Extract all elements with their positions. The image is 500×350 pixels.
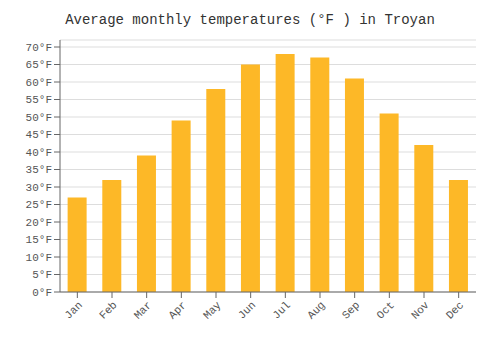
svg-text:Apr: Apr (166, 299, 188, 321)
svg-text:Feb: Feb (97, 299, 119, 321)
svg-text:20°F: 20°F (26, 217, 52, 229)
svg-text:Jun: Jun (236, 299, 258, 321)
svg-text:Dec: Dec (444, 299, 466, 321)
svg-text:Mar: Mar (132, 299, 154, 321)
svg-text:Oct: Oct (374, 299, 396, 321)
svg-text:70°F: 70°F (26, 42, 52, 54)
svg-text:65°F: 65°F (26, 59, 52, 71)
svg-text:55°F: 55°F (26, 94, 52, 106)
svg-text:25°F: 25°F (26, 199, 52, 211)
svg-text:15°F: 15°F (26, 234, 52, 246)
svg-text:Jan: Jan (62, 299, 84, 321)
svg-text:30°F: 30°F (26, 182, 52, 194)
svg-text:May: May (201, 299, 224, 322)
html-text:Average monthly temperatures (: Average monthly temperatures (°F ) in Tr… (65, 12, 435, 28)
svg-text:40°F: 40°F (26, 147, 52, 159)
svg-text:Aug: Aug (305, 299, 327, 321)
svg-text:Sep: Sep (340, 299, 362, 321)
svg-text:60°F: 60°F (26, 77, 52, 89)
svg-text:50°F: 50°F (26, 112, 52, 124)
svg-text:Nov: Nov (409, 299, 432, 322)
svg-text:Jul: Jul (270, 299, 292, 321)
svg-text:35°F: 35°F (26, 164, 52, 176)
svg-text:5°F: 5°F (32, 269, 52, 281)
svg-text:45°F: 45°F (26, 129, 52, 141)
svg-text:0°F: 0°F (32, 287, 52, 299)
svg-text:10°F: 10°F (26, 252, 52, 264)
